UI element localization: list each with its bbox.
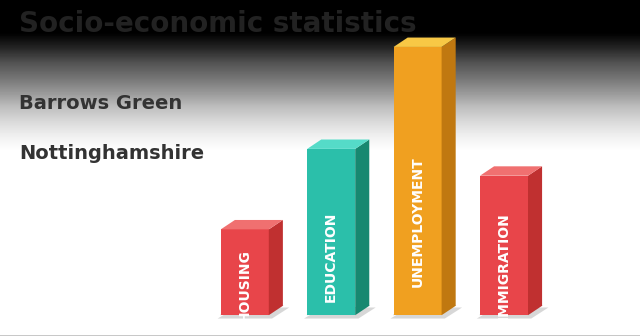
Text: UNEMPLOYMENT: UNEMPLOYMENT	[411, 156, 424, 287]
Polygon shape	[221, 229, 269, 315]
Polygon shape	[307, 139, 369, 149]
Polygon shape	[221, 220, 283, 229]
Polygon shape	[269, 220, 283, 315]
Text: EDUCATION: EDUCATION	[324, 212, 338, 302]
Polygon shape	[528, 166, 542, 315]
Polygon shape	[390, 307, 462, 319]
Polygon shape	[480, 176, 528, 315]
Polygon shape	[480, 166, 542, 176]
Text: IMMIGRATION: IMMIGRATION	[497, 212, 511, 320]
Polygon shape	[218, 307, 289, 319]
Polygon shape	[355, 139, 369, 315]
Text: Barrows Green: Barrows Green	[19, 94, 182, 113]
Polygon shape	[442, 38, 456, 315]
Text: Socio-economic statistics: Socio-economic statistics	[19, 10, 417, 38]
Polygon shape	[307, 149, 355, 315]
Polygon shape	[394, 38, 456, 47]
Polygon shape	[394, 47, 442, 315]
Text: Nottinghamshire: Nottinghamshire	[19, 144, 204, 163]
Text: HOUSING: HOUSING	[238, 249, 252, 322]
Polygon shape	[304, 307, 376, 319]
Polygon shape	[477, 307, 548, 319]
